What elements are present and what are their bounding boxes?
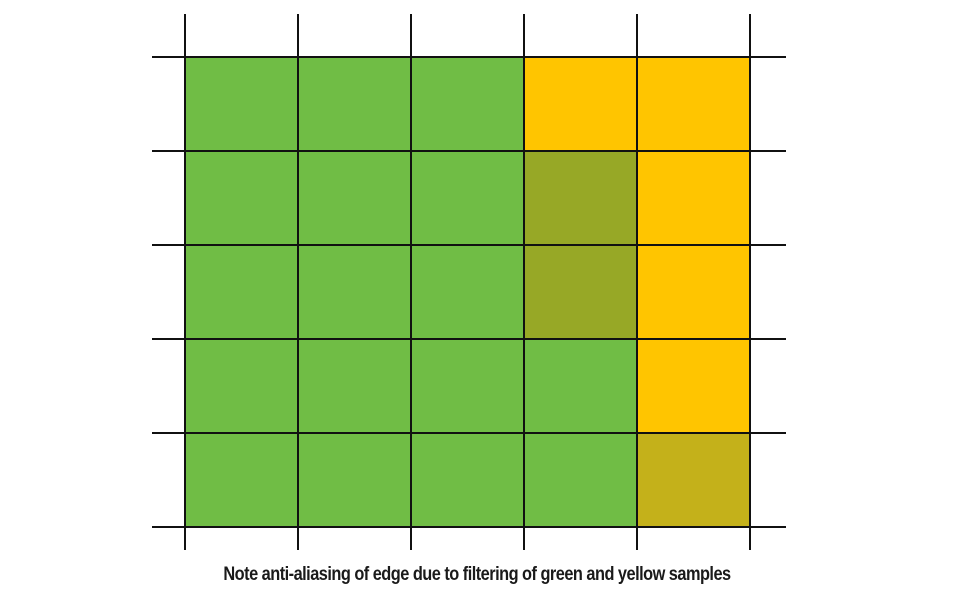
- pixel-cell-olive: [524, 151, 637, 245]
- pixel-cell-green: [185, 245, 298, 339]
- pixel-cell-green: [185, 433, 298, 527]
- pixel-cell-green: [298, 57, 411, 151]
- pixel-cell-yellow: [524, 57, 637, 151]
- pixel-cell-green: [411, 151, 524, 245]
- pixel-cells: [185, 57, 750, 527]
- pixel-cell-olive: [524, 245, 637, 339]
- pixel-cell-green: [185, 57, 298, 151]
- pixel-cell-green: [185, 151, 298, 245]
- pixel-cell-yellow: [637, 339, 750, 433]
- pixel-cell-green: [298, 151, 411, 245]
- pixel-cell-green: [524, 433, 637, 527]
- pixel-cell-green: [411, 433, 524, 527]
- pixel-cell-green: [524, 339, 637, 433]
- pixel-cell-green: [298, 245, 411, 339]
- pixel-cell-yellow: [637, 245, 750, 339]
- pixel-cell-green: [411, 245, 524, 339]
- grid-lines: [152, 14, 786, 550]
- pixel-cell-yellow: [637, 151, 750, 245]
- pixel-cell-yellow: [637, 57, 750, 151]
- pixel-cell-mustard: [637, 433, 750, 527]
- pixel-cell-green: [298, 339, 411, 433]
- pixel-cell-green: [185, 339, 298, 433]
- figure-caption: Note anti-aliasing of edge due to filter…: [223, 564, 731, 585]
- pixel-cell-green: [411, 339, 524, 433]
- pixel-cell-green: [411, 57, 524, 151]
- pixel-cell-green: [298, 433, 411, 527]
